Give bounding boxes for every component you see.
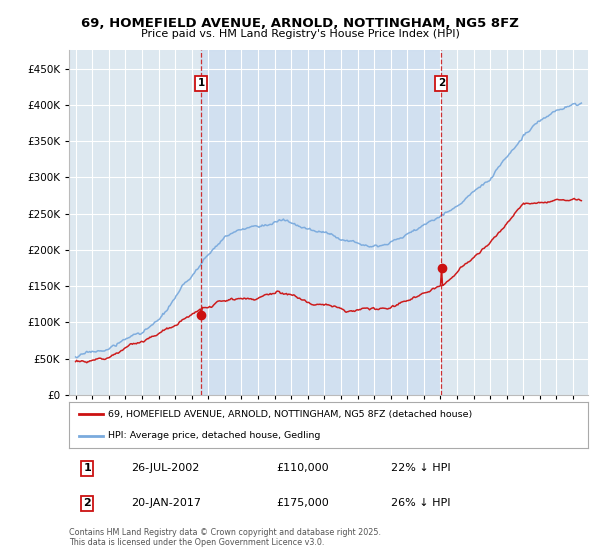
Text: £175,000: £175,000 [277, 498, 329, 508]
Text: 26-JUL-2002: 26-JUL-2002 [131, 463, 200, 473]
Text: HPI: Average price, detached house, Gedling: HPI: Average price, detached house, Gedl… [108, 431, 320, 440]
Text: 22% ↓ HPI: 22% ↓ HPI [391, 463, 451, 473]
Text: 1: 1 [83, 463, 91, 473]
Text: 26% ↓ HPI: 26% ↓ HPI [391, 498, 450, 508]
Text: 69, HOMEFIELD AVENUE, ARNOLD, NOTTINGHAM, NG5 8FZ: 69, HOMEFIELD AVENUE, ARNOLD, NOTTINGHAM… [81, 17, 519, 30]
Text: Contains HM Land Registry data © Crown copyright and database right 2025.
This d: Contains HM Land Registry data © Crown c… [69, 528, 381, 547]
Text: 2: 2 [83, 498, 91, 508]
Text: 1: 1 [197, 78, 205, 88]
Text: £110,000: £110,000 [277, 463, 329, 473]
Text: 2: 2 [437, 78, 445, 88]
Bar [201, 50, 441, 395]
Text: Price paid vs. HM Land Registry's House Price Index (HPI): Price paid vs. HM Land Registry's House … [140, 29, 460, 39]
Text: 20-JAN-2017: 20-JAN-2017 [131, 498, 201, 508]
Text: 69, HOMEFIELD AVENUE, ARNOLD, NOTTINGHAM, NG5 8FZ (detached house): 69, HOMEFIELD AVENUE, ARNOLD, NOTTINGHAM… [108, 410, 472, 419]
